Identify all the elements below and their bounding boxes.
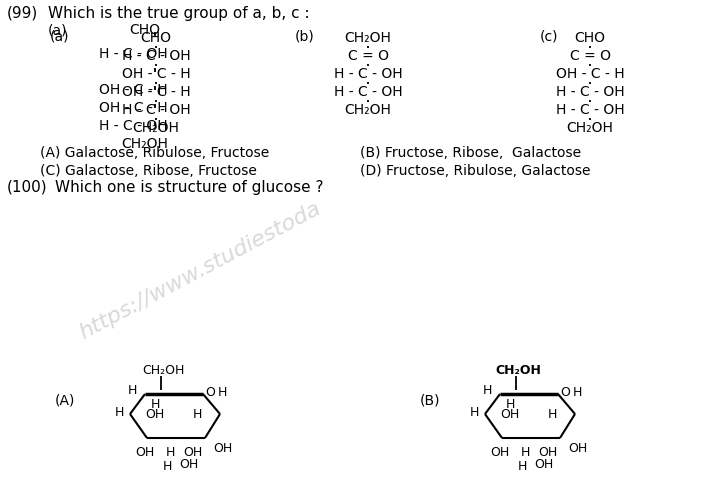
- Text: H: H: [517, 459, 526, 472]
- Text: H - C - OH: H - C - OH: [556, 103, 625, 117]
- Text: OH: OH: [179, 457, 198, 470]
- Text: H - C - OH: H - C - OH: [556, 85, 625, 99]
- Text: OH - C - H: OH - C - H: [122, 85, 190, 99]
- Text: H: H: [470, 405, 479, 418]
- Text: C = O: C = O: [569, 49, 611, 63]
- Text: H - C - OH: H - C - OH: [99, 47, 168, 61]
- Text: CH₂OH: CH₂OH: [495, 364, 541, 376]
- Text: OH - C - H: OH - C - H: [122, 67, 190, 81]
- Text: CH₂OH: CH₂OH: [345, 31, 391, 45]
- Text: https://www.studiestoda: https://www.studiestoda: [76, 198, 324, 343]
- Text: H: H: [218, 386, 227, 399]
- Text: C = O: C = O: [348, 49, 388, 63]
- Text: (a): (a): [50, 29, 69, 43]
- Text: Which one is structure of glucose ?: Which one is structure of glucose ?: [55, 179, 323, 194]
- Text: (B): (B): [420, 394, 440, 408]
- Text: OH: OH: [568, 441, 587, 454]
- Text: O: O: [205, 386, 215, 399]
- Text: (100): (100): [7, 179, 48, 194]
- Text: OH: OH: [135, 445, 155, 458]
- Text: OH: OH: [145, 407, 165, 420]
- Text: (a): (a): [48, 23, 67, 37]
- Text: (D) Fructose, Ribulose, Galactose: (D) Fructose, Ribulose, Galactose: [360, 164, 590, 178]
- Text: CH₂OH: CH₂OH: [121, 137, 168, 151]
- Text: H: H: [520, 445, 530, 458]
- Text: (C) Galactose, Ribose, Fructose: (C) Galactose, Ribose, Fructose: [40, 164, 257, 178]
- Text: CH₂OH: CH₂OH: [142, 364, 184, 376]
- Text: H: H: [482, 384, 492, 397]
- Text: (c): (c): [540, 29, 559, 43]
- Text: H: H: [165, 445, 175, 458]
- Text: H - C - OH: H - C - OH: [334, 67, 402, 81]
- Text: O: O: [560, 386, 570, 399]
- Text: H - C - OH: H - C - OH: [122, 49, 190, 63]
- Text: H: H: [547, 407, 557, 420]
- Text: H: H: [150, 397, 160, 410]
- Text: H: H: [505, 397, 515, 410]
- Text: CH₂OH: CH₂OH: [566, 121, 613, 135]
- Text: OH: OH: [213, 441, 232, 454]
- Text: CH₂OH: CH₂OH: [132, 121, 179, 135]
- Text: H - C - OH: H - C - OH: [334, 85, 402, 99]
- Text: H: H: [163, 459, 172, 472]
- Text: (A) Galactose, Ribulose, Fructose: (A) Galactose, Ribulose, Fructose: [40, 146, 269, 160]
- Text: H - C - OH: H - C - OH: [122, 103, 190, 117]
- Text: OH: OH: [534, 457, 554, 470]
- Text: OH: OH: [538, 445, 557, 458]
- Text: OH - C - H: OH - C - H: [556, 67, 625, 81]
- Text: (99): (99): [7, 6, 39, 21]
- Text: CHO: CHO: [130, 23, 161, 37]
- Text: H: H: [115, 405, 124, 418]
- Text: CHO: CHO: [140, 31, 172, 45]
- Text: CH₂OH: CH₂OH: [345, 103, 391, 117]
- Text: (b): (b): [295, 29, 315, 43]
- Text: H: H: [128, 384, 137, 397]
- Text: (B) Fructose, Ribose,  Galactose: (B) Fructose, Ribose, Galactose: [360, 146, 581, 160]
- Text: OH: OH: [491, 445, 510, 458]
- Text: H - C - OH: H - C - OH: [99, 119, 168, 133]
- Text: H: H: [573, 386, 583, 399]
- Text: OH: OH: [501, 407, 519, 420]
- Text: Which is the true group of a, b, c :: Which is the true group of a, b, c :: [48, 6, 310, 21]
- Text: (A): (A): [55, 394, 76, 408]
- Text: OH - C - H: OH - C - H: [99, 101, 168, 115]
- Text: H: H: [192, 407, 202, 420]
- Text: OH: OH: [184, 445, 203, 458]
- Text: CHO: CHO: [575, 31, 606, 45]
- Text: OH - C - H: OH - C - H: [99, 83, 168, 97]
